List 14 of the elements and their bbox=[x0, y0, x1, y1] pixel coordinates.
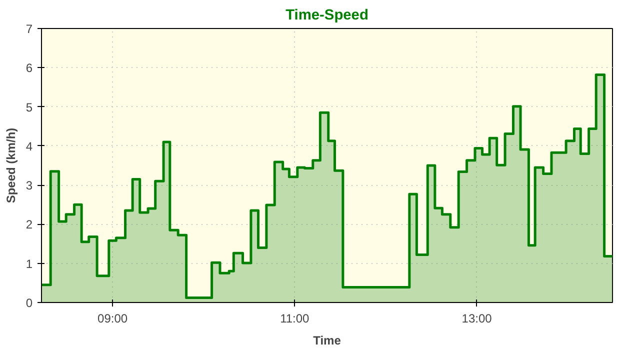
y-tick-label: 7 bbox=[26, 22, 33, 36]
chart-title: Time-Speed bbox=[286, 8, 368, 24]
y-tick-label: 0 bbox=[26, 296, 33, 310]
x-tick-label: 13:00 bbox=[462, 312, 492, 326]
y-tick-label: 4 bbox=[26, 139, 33, 154]
x-tick-label: 11:00 bbox=[280, 312, 310, 326]
y-axis-title: Speed (km/h) bbox=[4, 128, 18, 204]
y-tick-label: 3 bbox=[26, 178, 33, 193]
y-tick-label: 6 bbox=[26, 61, 33, 76]
y-tick-label: 1 bbox=[26, 256, 33, 271]
x-axis-title: Time bbox=[313, 334, 342, 348]
y-tick-label: 2 bbox=[26, 218, 33, 232]
x-tick-label: 09:00 bbox=[98, 312, 128, 326]
y-tick-label: 5 bbox=[26, 100, 33, 114]
